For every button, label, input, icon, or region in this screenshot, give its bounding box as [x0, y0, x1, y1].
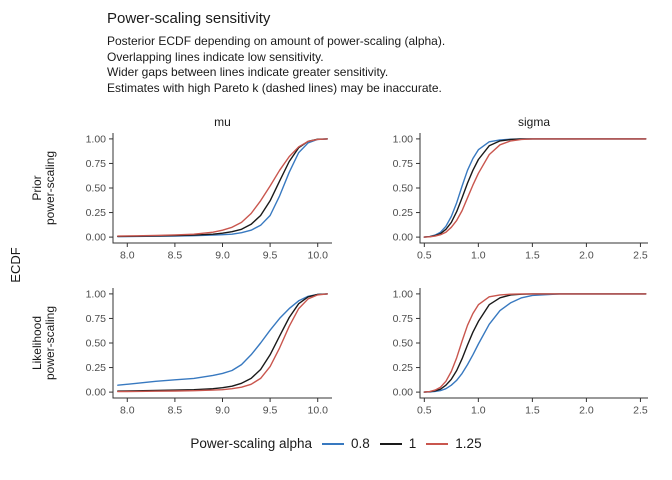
- x-tick-label: 1.5: [525, 250, 540, 262]
- ecdf-curve-alpha-0.8: [423, 293, 647, 393]
- x-tick-label: 9.0: [215, 405, 230, 417]
- legend: Power-scaling alpha 0.8 1 1.25: [0, 436, 672, 451]
- ecdf-curve-alpha-0.8: [423, 138, 647, 238]
- ecdf-panel-prior-sigma: 0.5 1.0 1.5 2.0 2.5 0.00 0.25 0.50 0.75 1.00: [393, 133, 648, 262]
- ecdf-curve-alpha-1.25: [117, 138, 328, 237]
- legend-item-alpha-1: 1: [379, 436, 417, 451]
- y-tick-label: 0.50: [86, 183, 107, 195]
- y-tick-label: 0.75: [86, 313, 107, 325]
- x-tick-label: 10.0: [307, 250, 328, 262]
- y-tick-label: 0.25: [393, 362, 414, 374]
- y-tick-label: 0.25: [86, 207, 107, 219]
- x-tick-label: 1.5: [525, 405, 540, 417]
- y-tick-label: 0.00: [393, 232, 414, 244]
- y-tick-label: 1.00: [393, 133, 414, 145]
- x-tick-label: 2.5: [633, 405, 648, 417]
- legend-line-swatch-red: [426, 442, 449, 445]
- ecdf-curve-alpha-1: [117, 138, 328, 238]
- x-tick-label: 8.5: [168, 250, 183, 262]
- y-tick-label: 0.25: [86, 362, 107, 374]
- y-tick-label: 0.50: [86, 338, 107, 350]
- facet-row-label-likelihood: Likelihood power-scaling: [30, 305, 57, 381]
- y-tick-label: 0.00: [86, 232, 107, 244]
- legend-item-label: 1: [408, 436, 417, 451]
- y-tick-label: 1.00: [86, 288, 107, 300]
- axis-lines: [419, 288, 648, 399]
- ecdf-curve-alpha-0.8: [117, 293, 328, 386]
- y-tick-label: 1.00: [86, 133, 107, 145]
- x-tick-label: 10.0: [307, 405, 328, 417]
- x-tick-label: 2.0: [579, 250, 594, 262]
- x-tick-label: 8.0: [120, 250, 135, 262]
- facet-col-label-mu: mu: [214, 115, 231, 129]
- legend-item-label: 1.25: [455, 436, 482, 451]
- x-tick-label: 1.0: [471, 405, 486, 417]
- x-tick-label: 9.5: [263, 405, 278, 417]
- x-tick-label: 2.5: [633, 250, 648, 262]
- plot-title: Power-scaling sensitivity: [107, 10, 271, 27]
- legend-title: Power-scaling alpha: [190, 436, 312, 451]
- y-tick-label: 0.25: [393, 207, 414, 219]
- legend-item-label: 0.8: [351, 436, 370, 451]
- ecdf-curve-alpha-1: [117, 293, 328, 392]
- facet-row-label-prior: Prior power-scaling: [30, 150, 57, 226]
- ecdf-curve-alpha-1: [423, 138, 647, 238]
- y-tick-label: 0.75: [86, 158, 107, 170]
- axis-lines: [112, 288, 332, 399]
- axis-lines: [419, 133, 648, 244]
- ecdf-curve-alpha-0.8: [117, 138, 328, 238]
- x-tick-label: 0.5: [417, 405, 432, 417]
- ecdf-curve-alpha-1.25: [423, 293, 647, 393]
- y-axis-title: ECDF: [8, 247, 23, 283]
- x-tick-label: 9.5: [263, 250, 278, 262]
- x-tick-label: 8.5: [168, 405, 183, 417]
- x-tick-label: 0.5: [417, 250, 432, 262]
- y-tick-label: 0.00: [86, 387, 107, 399]
- legend-line-swatch-blue: [322, 442, 344, 445]
- x-tick-label: 2.0: [579, 405, 594, 417]
- ecdf-panel-prior-mu: 8.0 8.5 9.0 9.5 10.0 0.00 0.25 0.50 0.75 1.00: [86, 133, 332, 262]
- x-tick-label: 1.0: [471, 250, 486, 262]
- ecdf-curve-alpha-1.25: [423, 138, 647, 238]
- legend-item-alpha-1.25: 1.25: [426, 436, 482, 451]
- y-tick-label: 0.00: [393, 387, 414, 399]
- y-tick-label: 0.75: [393, 158, 414, 170]
- plot-subtitle: Posterior ECDF depending on amount of po…: [107, 34, 446, 95]
- y-tick-label: 0.50: [393, 183, 414, 195]
- legend-line-swatch-black: [379, 442, 402, 445]
- ecdf-panel-likelihood-sigma: 0.5 1.0 1.5 2.0 2.5 0.00 0.25 0.50 0.75 1.00: [393, 288, 648, 417]
- x-tick-label: 9.0: [215, 250, 230, 262]
- facet-col-label-sigma: sigma: [517, 115, 550, 129]
- axis-lines: [112, 133, 332, 244]
- ecdf-panel-likelihood-mu: 8.0 8.5 9.0 9.5 10.0 0.00 0.25 0.50 0.75 1.00: [86, 288, 332, 417]
- y-tick-label: 0.75: [393, 313, 414, 325]
- x-tick-label: 8.0: [120, 405, 135, 417]
- legend-item-alpha-0.8: 0.8: [322, 436, 370, 451]
- ecdf-curve-alpha-1.25: [117, 293, 328, 393]
- y-tick-label: 1.00: [393, 288, 414, 300]
- y-tick-label: 0.50: [393, 338, 414, 350]
- ecdf-curve-alpha-1: [423, 293, 647, 393]
